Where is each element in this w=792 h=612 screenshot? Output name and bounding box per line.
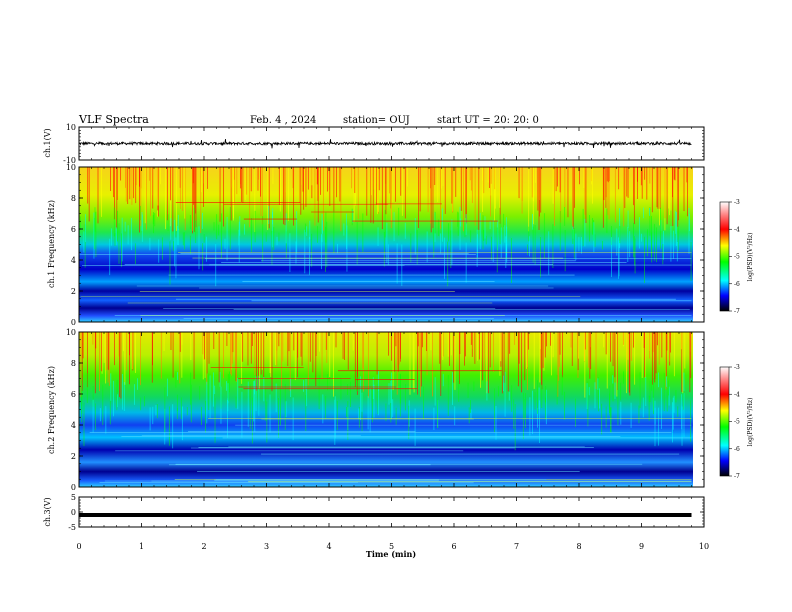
colorbar-tick-label: -4 bbox=[734, 391, 740, 398]
y-tick-label: 5 bbox=[71, 493, 76, 502]
ch1-spectrogram-texture bbox=[79, 167, 692, 320]
ch2-colorbar-label: log(PSD)(V²/Hz) bbox=[747, 398, 754, 447]
x-tick-label: 4 bbox=[326, 542, 331, 551]
y-tick-label: 4 bbox=[71, 256, 76, 265]
ch2-spectrogram-texture bbox=[79, 332, 692, 484]
time-axis-ticks: 0 1 2 3 4 5 6 7 8 9 10 bbox=[76, 127, 709, 551]
date-label: Feb. 4 , 2024 bbox=[250, 115, 316, 126]
colorbar-tick-label: -7 bbox=[734, 473, 740, 480]
ch2-spectrogram-panel: 0 2 4 6 8 10 ch.2 Frequency (kHz) bbox=[47, 328, 705, 492]
ch1-spectrogram-ylabel: ch.1 Frequency (kHz) bbox=[47, 200, 56, 288]
x-tick-label: 3 bbox=[264, 542, 269, 551]
ch1-waveform-ylabel: ch.1(V) bbox=[43, 128, 52, 157]
x-tick-label: 7 bbox=[514, 542, 519, 551]
time-axis-label: Time (min) bbox=[366, 549, 416, 559]
y-tick-label: 10 bbox=[66, 123, 76, 132]
y-tick-label: 0 bbox=[71, 483, 76, 492]
figure-title: VLF Spectra bbox=[78, 113, 149, 126]
y-tick-label: 10 bbox=[66, 163, 76, 172]
ch1-waveform-panel: 10 -10 ch.1(V) bbox=[43, 123, 705, 165]
x-tick-label: 6 bbox=[451, 542, 456, 551]
ch2-colorbar: -3 -4 -5 -6 -7 log(PSD)(V²/Hz) bbox=[719, 364, 754, 480]
ch1-colorbar-label: log(PSD)(V²/Hz) bbox=[747, 233, 754, 282]
ch3-waveform-ylabel: ch.3(V) bbox=[43, 497, 52, 526]
x-tick-label: 10 bbox=[699, 542, 709, 551]
ch2-colorbar-ticks: -3 -4 -5 -6 -7 bbox=[729, 364, 740, 480]
colorbar-tick-label: -3 bbox=[734, 199, 740, 206]
x-tick-label: 5 bbox=[389, 542, 394, 551]
start-time-label: start UT = 20: 20: 0 bbox=[437, 115, 539, 126]
y-tick-label: 10 bbox=[66, 328, 76, 337]
y-tick-label: 2 bbox=[71, 287, 76, 296]
colorbar-tick-label: -5 bbox=[734, 419, 740, 426]
ch1-spectrogram-panel: 0 2 4 6 8 10 ch.1 Frequency (kHz) bbox=[47, 163, 705, 327]
x-tick-label: 2 bbox=[201, 542, 206, 551]
ch3-waveform-panel: 5 0 -5 ch.3(V) bbox=[43, 493, 705, 532]
ch1-colorbar-ticks: -3 -4 -5 -6 -7 bbox=[729, 199, 740, 315]
colorbar-tick-label: -5 bbox=[734, 254, 740, 261]
y-tick-label: 8 bbox=[71, 194, 76, 203]
colorbar-tick-label: -4 bbox=[734, 226, 740, 233]
colorbar-tick-label: -6 bbox=[734, 446, 740, 453]
y-tick-label: 4 bbox=[71, 421, 76, 430]
x-tick-label: 0 bbox=[76, 542, 81, 551]
x-tick-label: 8 bbox=[576, 542, 581, 551]
colorbar-tick-label: -3 bbox=[734, 364, 740, 371]
ch2-spectrogram-yticks: 0 2 4 6 8 10 bbox=[66, 328, 704, 492]
x-tick-label: 9 bbox=[639, 542, 644, 551]
y-tick-label: 0 bbox=[71, 318, 76, 327]
y-tick-label: -5 bbox=[68, 523, 76, 532]
colorbar-tick-label: -7 bbox=[734, 308, 740, 315]
x-tick-label: 1 bbox=[139, 542, 144, 551]
y-tick-label: -10 bbox=[63, 156, 76, 165]
ch1-colorbar-scale bbox=[719, 201, 730, 312]
colorbar-tick-label: -6 bbox=[734, 281, 740, 288]
ch1-waveform-trace bbox=[78, 138, 692, 149]
y-tick-label: 8 bbox=[71, 359, 76, 368]
ch1-colorbar: -3 -4 -5 -6 -7 log(PSD)(V²/Hz) bbox=[719, 199, 754, 315]
y-tick-label: 0 bbox=[71, 508, 76, 517]
ch2-colorbar-scale bbox=[719, 366, 730, 477]
ch3-waveform-frame bbox=[78, 496, 705, 528]
y-tick-label: 6 bbox=[71, 390, 76, 399]
ch1-spectrogram-yticks: 0 2 4 6 8 10 bbox=[66, 163, 704, 327]
y-tick-label: 2 bbox=[71, 452, 76, 461]
y-tick-label: 6 bbox=[71, 225, 76, 234]
ch2-spectrogram-ylabel: ch.2 Frequency (kHz) bbox=[47, 366, 56, 454]
station-label: station= OUJ bbox=[343, 115, 410, 126]
